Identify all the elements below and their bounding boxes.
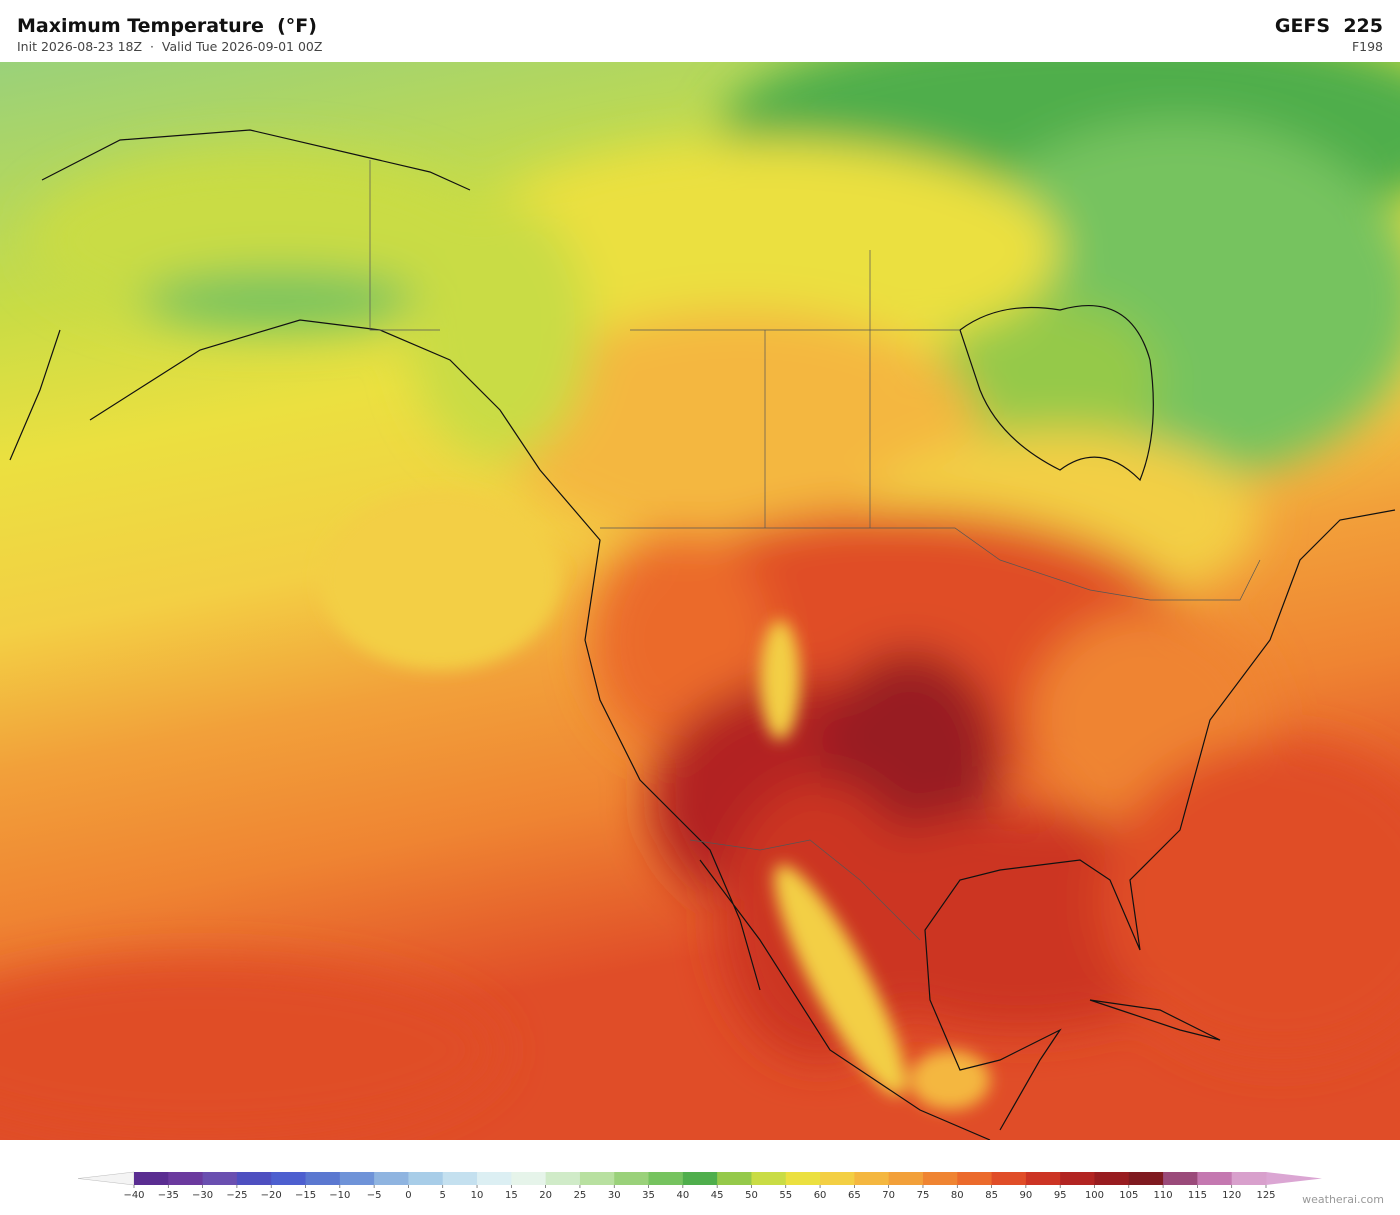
colorbar-tick-label: −30 <box>192 1190 213 1200</box>
colorbar-tick-label: −10 <box>329 1190 350 1200</box>
colorbar-segment <box>1094 1172 1130 1185</box>
colorbar-segment <box>236 1172 272 1185</box>
colorbar-segment <box>305 1172 341 1185</box>
colorbar-segment <box>717 1172 752 1185</box>
colorbar-segment <box>888 1172 924 1185</box>
colorbar-tick-label: 90 <box>1020 1190 1033 1200</box>
colorbar-under <box>77 1171 135 1186</box>
colorbar-tick-label: 25 <box>574 1190 587 1200</box>
colorbar: −40 −35 −30 −25 −20 −15 −10 −5 0 5 10 15 20 25 30 35 40 4… <box>77 1171 1322 1200</box>
colorbar-segment <box>477 1172 512 1185</box>
colorbar-segment <box>408 1172 444 1185</box>
colorbar-segment <box>579 1172 615 1185</box>
colorbar-tick-label: −40 <box>123 1190 144 1200</box>
colorbar-tick-label: 10 <box>471 1190 484 1200</box>
colorbar-tick-label: 120 <box>1222 1190 1241 1200</box>
colorbar-segment <box>1197 1172 1233 1185</box>
colorbar-tick-label: 95 <box>1054 1190 1067 1200</box>
colorbar-segment <box>614 1172 650 1185</box>
colorbar-tick-label: 5 <box>440 1190 446 1200</box>
colorbar-tick-label: 15 <box>505 1190 518 1200</box>
colorbar-tick-label: 110 <box>1154 1190 1173 1200</box>
subtitle: Init 2026-08-23 18Z · Valid Tue 2026-09-… <box>17 39 323 54</box>
colorbar-tick-label: 60 <box>814 1190 827 1200</box>
colorbar-tick-label: −25 <box>226 1190 247 1200</box>
coastlines <box>9 129 1396 1140</box>
colorbar-segment <box>339 1172 375 1185</box>
colorbar-tick-label: 20 <box>539 1190 552 1200</box>
colorbar-segment <box>991 1172 1027 1185</box>
colorbar-tick-label: 105 <box>1119 1190 1138 1200</box>
colorbar-segment <box>545 1172 581 1185</box>
colorbar-segment <box>820 1172 855 1185</box>
colorbar-tick-label: 35 <box>642 1190 655 1200</box>
colorbar-segment <box>1231 1172 1267 1185</box>
forecast-hour: F198 <box>1351 39 1383 54</box>
colorbar-tick-label: 65 <box>848 1190 861 1200</box>
colorbar-tick-label: 125 <box>1256 1190 1275 1200</box>
colorbar-tick-label: 80 <box>951 1190 964 1200</box>
colorbar-tick-label: 30 <box>608 1190 621 1200</box>
watermark: weatherai.com <box>1302 1193 1384 1206</box>
colorbar-segment <box>682 1172 718 1185</box>
colorbar-tick-label: −35 <box>158 1190 179 1200</box>
temperature-field <box>0 62 1400 1140</box>
colorbar-segment <box>751 1172 787 1185</box>
map <box>0 62 1400 1140</box>
model-label: GEFS 225 <box>1274 15 1383 37</box>
colorbar-tick-label: 85 <box>985 1190 998 1200</box>
colorbar-tick-label: 0 <box>405 1190 411 1200</box>
colorbar-tick-label: −15 <box>295 1190 316 1200</box>
colorbar-segment <box>374 1172 409 1185</box>
colorbar-tick-label: 70 <box>882 1190 895 1200</box>
colorbar-tick-label: −20 <box>261 1190 282 1200</box>
colorbar-segment <box>854 1172 890 1185</box>
colorbar-segment <box>922 1172 958 1185</box>
colorbar-segment <box>511 1172 547 1185</box>
colorbar-tick-label: 40 <box>676 1190 689 1200</box>
colorbar-over <box>1266 1172 1322 1185</box>
colorbar-tick-label: 45 <box>711 1190 724 1200</box>
colorbar-tick-label: −5 <box>367 1190 382 1200</box>
colorbar-segment <box>134 1172 169 1185</box>
colorbar-segment <box>168 1172 204 1185</box>
colorbar-tick-label: 115 <box>1188 1190 1207 1200</box>
colorbar-segment <box>1128 1172 1164 1185</box>
colorbar-tick-label: 50 <box>745 1190 758 1200</box>
colorbar-segment <box>1060 1172 1095 1185</box>
colorbar-segment <box>1163 1172 1198 1185</box>
colorbar-segment <box>1025 1172 1061 1185</box>
colorbar-segment <box>442 1172 478 1185</box>
colorbar-tick-label: 55 <box>779 1190 792 1200</box>
colorbar-tick-label: 100 <box>1085 1190 1104 1200</box>
title: Maximum Temperature (°F) <box>17 15 317 37</box>
colorbar-segment <box>957 1172 993 1185</box>
borders <box>369 160 1261 941</box>
colorbar-segment <box>271 1172 307 1185</box>
colorbar-segment <box>785 1172 821 1185</box>
colorbar-tick-label: 75 <box>917 1190 930 1200</box>
colorbar-segment <box>202 1172 238 1185</box>
colorbar-segment <box>648 1172 684 1185</box>
